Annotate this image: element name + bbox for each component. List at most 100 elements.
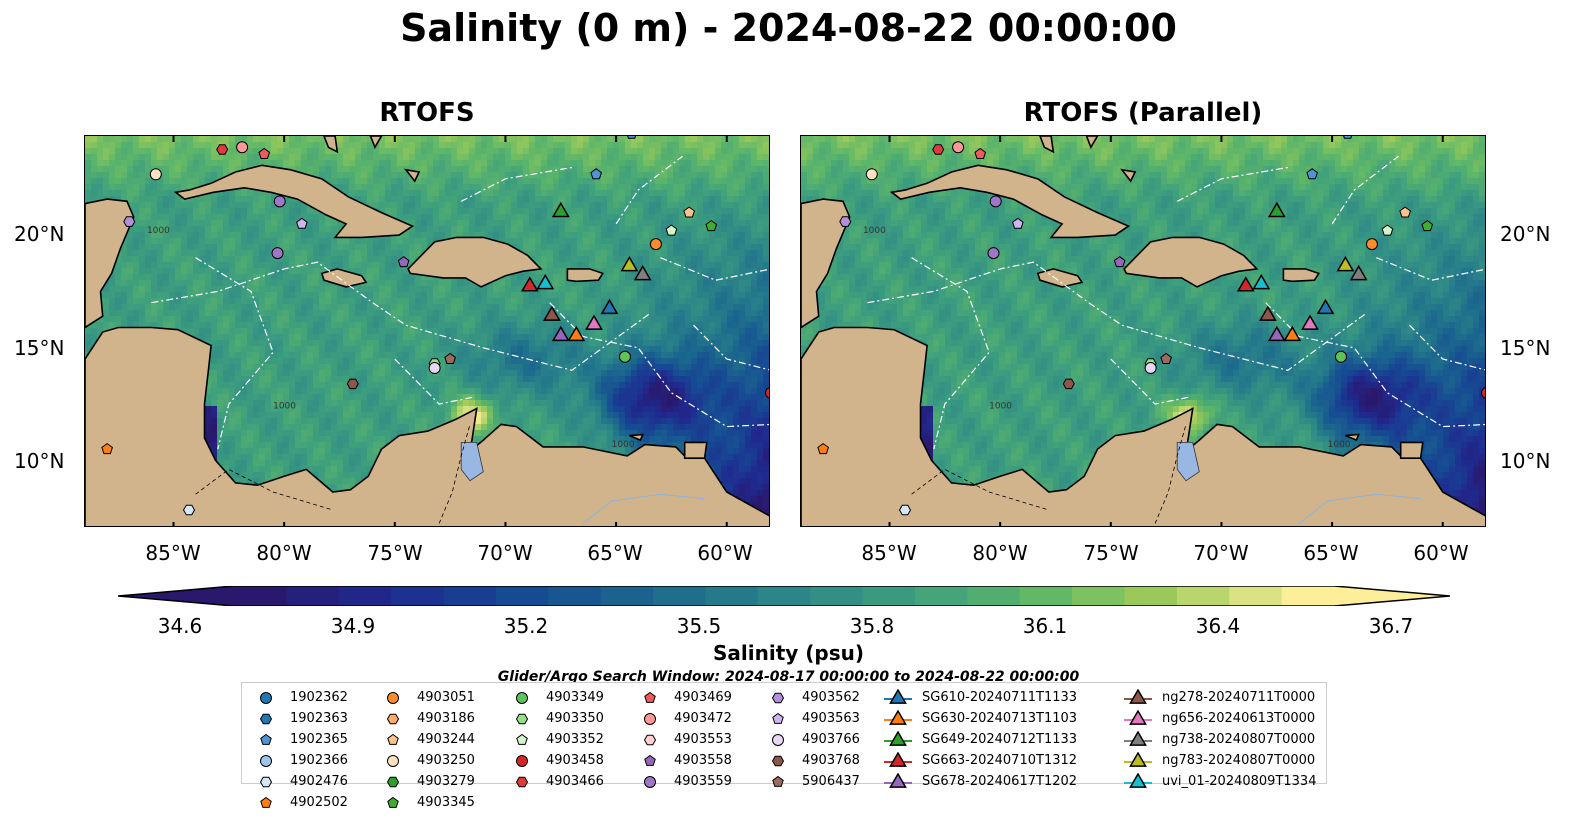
legend-glyph[interactable]	[643, 734, 657, 745]
legend-item[interactable]: 4903469	[634, 687, 732, 708]
legend-item[interactable]: SG610-20240711T1133	[882, 687, 1077, 708]
legend-item[interactable]: 4903186	[377, 708, 475, 729]
glider-marker[interactable]	[1258, 305, 1277, 321]
legend-glyph[interactable]	[387, 754, 399, 767]
legend-item[interactable]: 4903562	[762, 687, 860, 708]
legend-item[interactable]: 4902502	[250, 792, 348, 813]
legend-item[interactable]: uvi_01-20240809T1334	[1122, 771, 1316, 792]
glider-marker[interactable]	[1301, 314, 1319, 330]
argo-float-marker[interactable]	[1481, 387, 1487, 399]
legend-item[interactable]: 1902365	[250, 729, 348, 750]
argo-float-marker[interactable]	[1144, 362, 1157, 375]
legend-glyph[interactable]	[889, 709, 907, 725]
legend-item[interactable]: 4903472	[634, 708, 732, 729]
legend-item[interactable]: 4903558	[634, 750, 732, 771]
argo-float-marker[interactable]	[1381, 224, 1394, 236]
argo-float-marker[interactable]	[1421, 219, 1434, 232]
legend-item[interactable]: 4903563	[762, 708, 860, 729]
legend-glyph[interactable]	[771, 755, 785, 766]
legend-item[interactable]: 5906437	[762, 771, 860, 792]
legend-glyph[interactable]	[260, 754, 272, 767]
legend-item[interactable]: 4903458	[506, 750, 604, 771]
argo-float-marker[interactable]	[1399, 206, 1411, 218]
legend-item[interactable]: ng783-20240807T0000	[1122, 750, 1316, 771]
legend-item[interactable]: SG663-20240710T1312	[882, 750, 1077, 771]
legend-item[interactable]: 4903244	[377, 729, 475, 750]
legend-glyph[interactable]	[260, 691, 272, 704]
argo-float-marker[interactable]	[149, 168, 162, 181]
legend-glyph[interactable]	[515, 776, 529, 787]
legend-item[interactable]: 4902476	[250, 771, 348, 792]
legend-item[interactable]: 4903349	[506, 687, 604, 708]
legend-glyph[interactable]	[1129, 730, 1147, 746]
legend-item[interactable]: 4903279	[377, 771, 475, 792]
legend-glyph[interactable]	[1129, 772, 1147, 788]
legend-item[interactable]: SG678-20240617T1202	[882, 771, 1077, 792]
glider-marker[interactable]	[1316, 298, 1335, 315]
glider-marker[interactable]	[633, 264, 652, 281]
legend-item[interactable]: 4903352	[506, 729, 604, 750]
argo-float-marker[interactable]	[974, 147, 987, 159]
argo-float-marker[interactable]	[665, 224, 678, 236]
argo-float-marker[interactable]	[1334, 350, 1347, 363]
glider-marker[interactable]	[1283, 325, 1302, 342]
glider-marker[interactable]	[620, 255, 639, 272]
glider-marker[interactable]	[1267, 325, 1286, 342]
argo-float-marker[interactable]	[1306, 168, 1318, 180]
glider-marker[interactable]	[542, 305, 561, 321]
legend-item[interactable]: 4903766	[762, 729, 860, 750]
legend-glyph[interactable]	[644, 691, 656, 703]
argo-float-marker[interactable]	[216, 144, 229, 155]
legend-glyph[interactable]	[772, 733, 784, 746]
salinity-map-rtofs[interactable]: 1000 1000 1000	[84, 135, 770, 527]
argo-float-marker[interactable]	[932, 144, 945, 155]
legend-glyph[interactable]	[889, 730, 907, 746]
legend-item[interactable]: 4903345	[377, 792, 475, 813]
legend-glyph[interactable]	[1129, 709, 1147, 725]
argo-float-marker[interactable]	[987, 247, 1000, 260]
legend-item[interactable]: 4903559	[634, 771, 732, 792]
legend-glyph[interactable]	[260, 733, 272, 745]
legend-glyph[interactable]	[889, 751, 907, 767]
argo-float-marker[interactable]	[1012, 217, 1024, 229]
legend-glyph[interactable]	[259, 776, 273, 787]
glider-marker[interactable]	[520, 276, 539, 292]
legend-glyph[interactable]	[387, 796, 399, 808]
legend-glyph[interactable]	[515, 713, 529, 724]
argo-float-marker[interactable]	[444, 352, 456, 364]
argo-float-marker[interactable]	[1160, 352, 1172, 364]
legend-item[interactable]: SG630-20240713T1103	[882, 708, 1077, 729]
legend-glyph[interactable]	[644, 754, 656, 766]
argo-float-marker[interactable]	[101, 442, 113, 455]
legend-item[interactable]: 4903466	[506, 771, 604, 792]
legend-glyph[interactable]	[259, 713, 273, 724]
legend-glyph[interactable]	[889, 688, 907, 704]
argo-float-marker[interactable]	[839, 216, 852, 227]
glider-marker[interactable]	[1236, 276, 1255, 292]
argo-float-marker[interactable]	[1062, 378, 1075, 390]
argo-float-marker[interactable]	[397, 256, 410, 268]
legend-glyph[interactable]	[772, 775, 784, 787]
glider-marker[interactable]	[551, 201, 570, 218]
argo-float-marker[interactable]	[1113, 256, 1126, 268]
legend-item[interactable]: ng278-20240711T0000	[1122, 687, 1316, 708]
argo-float-marker[interactable]	[898, 504, 912, 516]
argo-float-marker[interactable]	[428, 362, 441, 375]
argo-float-marker[interactable]	[236, 141, 249, 154]
argo-float-marker[interactable]	[618, 350, 631, 363]
glider-marker[interactable]	[1336, 255, 1355, 272]
legend-glyph[interactable]	[516, 754, 528, 767]
argo-float-marker[interactable]	[705, 219, 718, 232]
glider-marker[interactable]	[567, 325, 586, 342]
legend-glyph[interactable]	[644, 775, 656, 788]
argo-float-marker[interactable]	[1365, 238, 1378, 251]
legend-item[interactable]: 4903553	[634, 729, 732, 750]
legend-glyph[interactable]	[516, 733, 528, 745]
legend-glyph[interactable]	[387, 691, 399, 704]
argo-float-marker[interactable]	[258, 147, 271, 159]
argo-float-marker[interactable]	[817, 442, 829, 455]
legend-glyph[interactable]	[772, 712, 784, 724]
legend-item[interactable]: ng656-20240613T0000	[1122, 708, 1316, 729]
glider-marker[interactable]	[600, 298, 619, 315]
legend-glyph[interactable]	[889, 772, 907, 788]
